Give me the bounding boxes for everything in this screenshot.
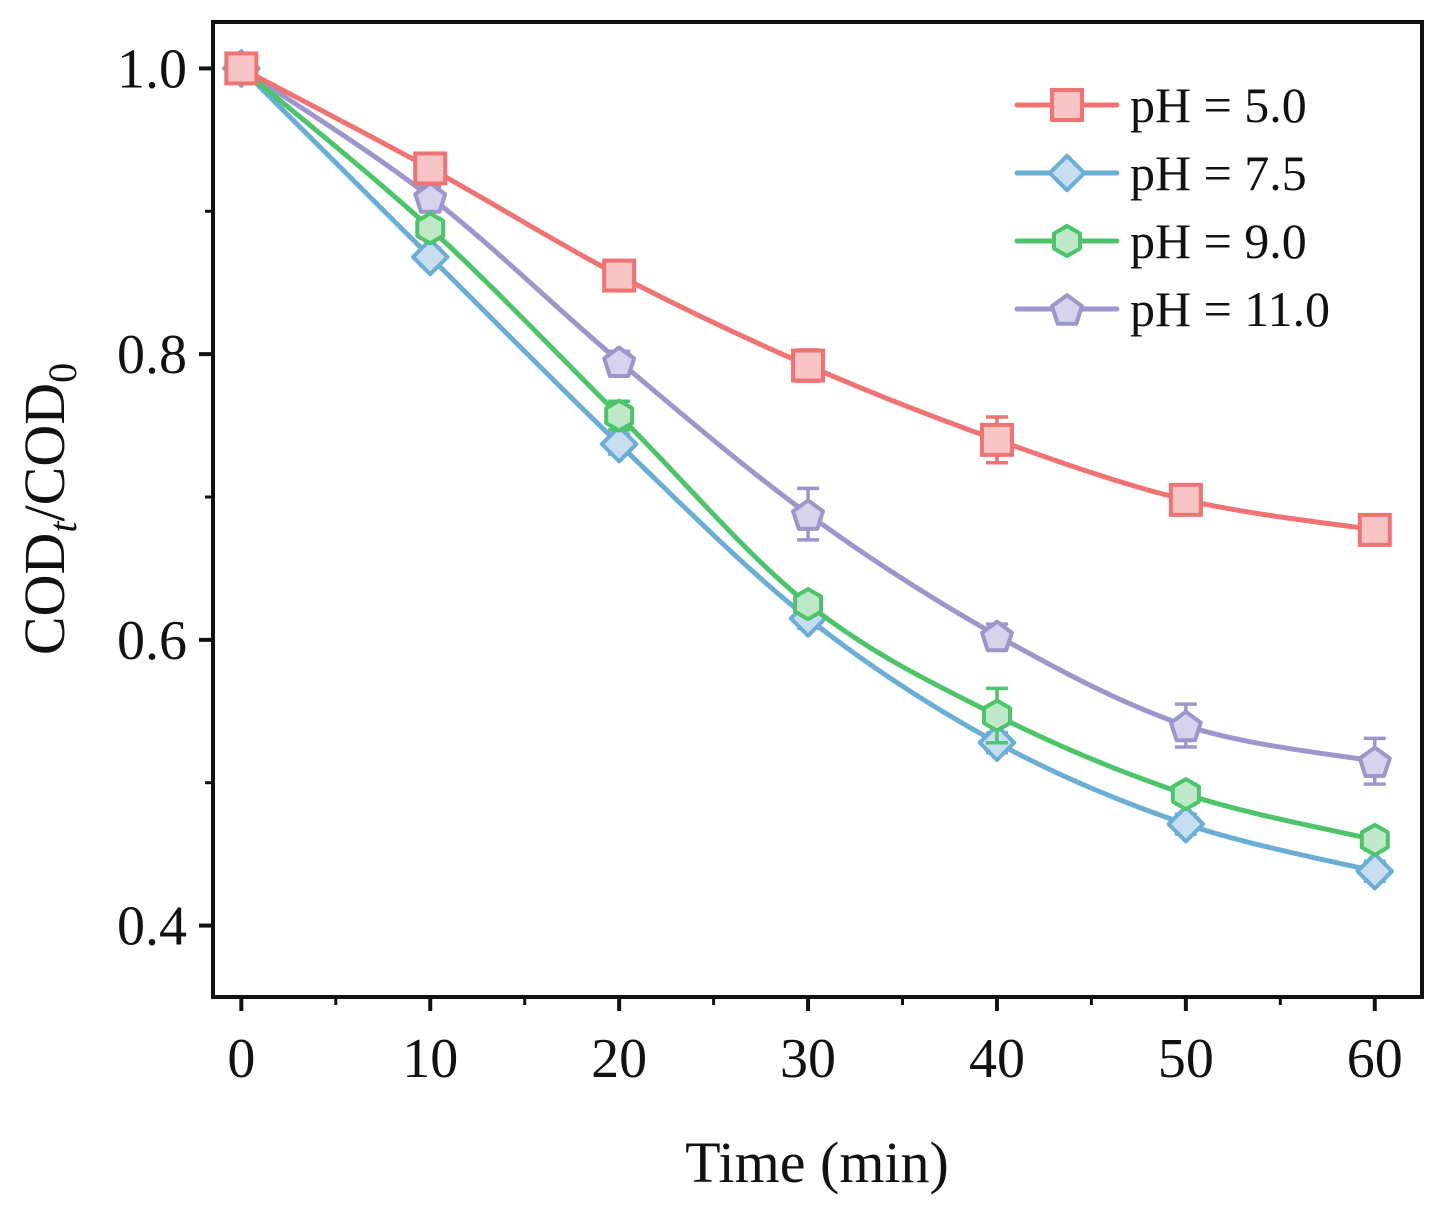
data-point xyxy=(1170,777,1201,812)
y-tick-label: 0.6 xyxy=(117,610,187,672)
y-tick-label: 0.8 xyxy=(117,324,187,386)
data-point xyxy=(415,211,446,246)
legend-item: pH = 11.0 xyxy=(1014,281,1330,337)
y-axis-title-main: COD xyxy=(12,533,77,655)
y-axis-title: CODt/COD0 xyxy=(12,363,85,655)
x-tick-label: 0 xyxy=(227,1028,255,1090)
x-tick-label: 30 xyxy=(780,1028,836,1090)
data-point xyxy=(1168,709,1203,743)
legend-label: pH = 11.0 xyxy=(1130,281,1330,337)
legend-marker xyxy=(1050,293,1084,326)
legend-label: pH = 7.5 xyxy=(1130,145,1307,201)
series-square xyxy=(224,51,1392,547)
x-tick-label: 60 xyxy=(1347,1028,1403,1090)
data-point xyxy=(411,237,450,277)
y-tick-label: 1.0 xyxy=(117,38,187,100)
data-point xyxy=(791,498,825,531)
data-point xyxy=(1355,852,1394,891)
legend-marker xyxy=(1052,224,1082,258)
data-point xyxy=(1359,822,1390,857)
legend-label: pH = 5.0 xyxy=(1130,77,1307,133)
data-point xyxy=(602,258,637,293)
data-point xyxy=(413,151,448,186)
legend-marker xyxy=(1047,153,1087,193)
data-point xyxy=(224,51,259,86)
x-tick-label: 50 xyxy=(1158,1028,1214,1090)
y-tick-label: 0.4 xyxy=(117,896,187,958)
x-tick-label: 40 xyxy=(969,1028,1025,1090)
data-point xyxy=(1357,745,1392,778)
x-axis-title: Time (min) xyxy=(685,1130,949,1195)
ticks-layer: 0 10 20 30 40 50 60 0.4 0.6 0.8 1.0 xyxy=(117,38,1403,1090)
data-point xyxy=(1166,804,1206,844)
data-point xyxy=(982,698,1012,733)
legend-marker xyxy=(1050,88,1084,122)
x-tick-label: 10 xyxy=(402,1028,458,1090)
y-axis-title-sub1: t xyxy=(40,521,85,533)
data-point xyxy=(1168,482,1203,517)
data-point xyxy=(791,348,826,383)
legend: pH = 5.0 pH = 7.5 pH = 9.0 pH = 11.0 xyxy=(1014,77,1330,337)
data-point xyxy=(980,619,1014,653)
y-axis-title-mid: /COD xyxy=(12,383,77,522)
plot-frame xyxy=(211,20,1424,999)
legend-item: pH = 9.0 xyxy=(1014,213,1307,269)
data-point xyxy=(793,587,823,622)
data-point xyxy=(604,398,635,433)
data-point xyxy=(599,424,639,464)
data-point xyxy=(1357,512,1392,547)
data-point xyxy=(602,345,637,378)
series-layer xyxy=(222,49,1394,891)
legend-item: pH = 5.0 xyxy=(1014,77,1307,133)
data-point xyxy=(979,422,1014,457)
legend-item: pH = 7.5 xyxy=(1014,145,1307,201)
x-tick-label: 20 xyxy=(591,1028,647,1090)
legend-label: pH = 9.0 xyxy=(1130,213,1307,269)
y-axis-title-sub2: 0 xyxy=(40,363,85,383)
